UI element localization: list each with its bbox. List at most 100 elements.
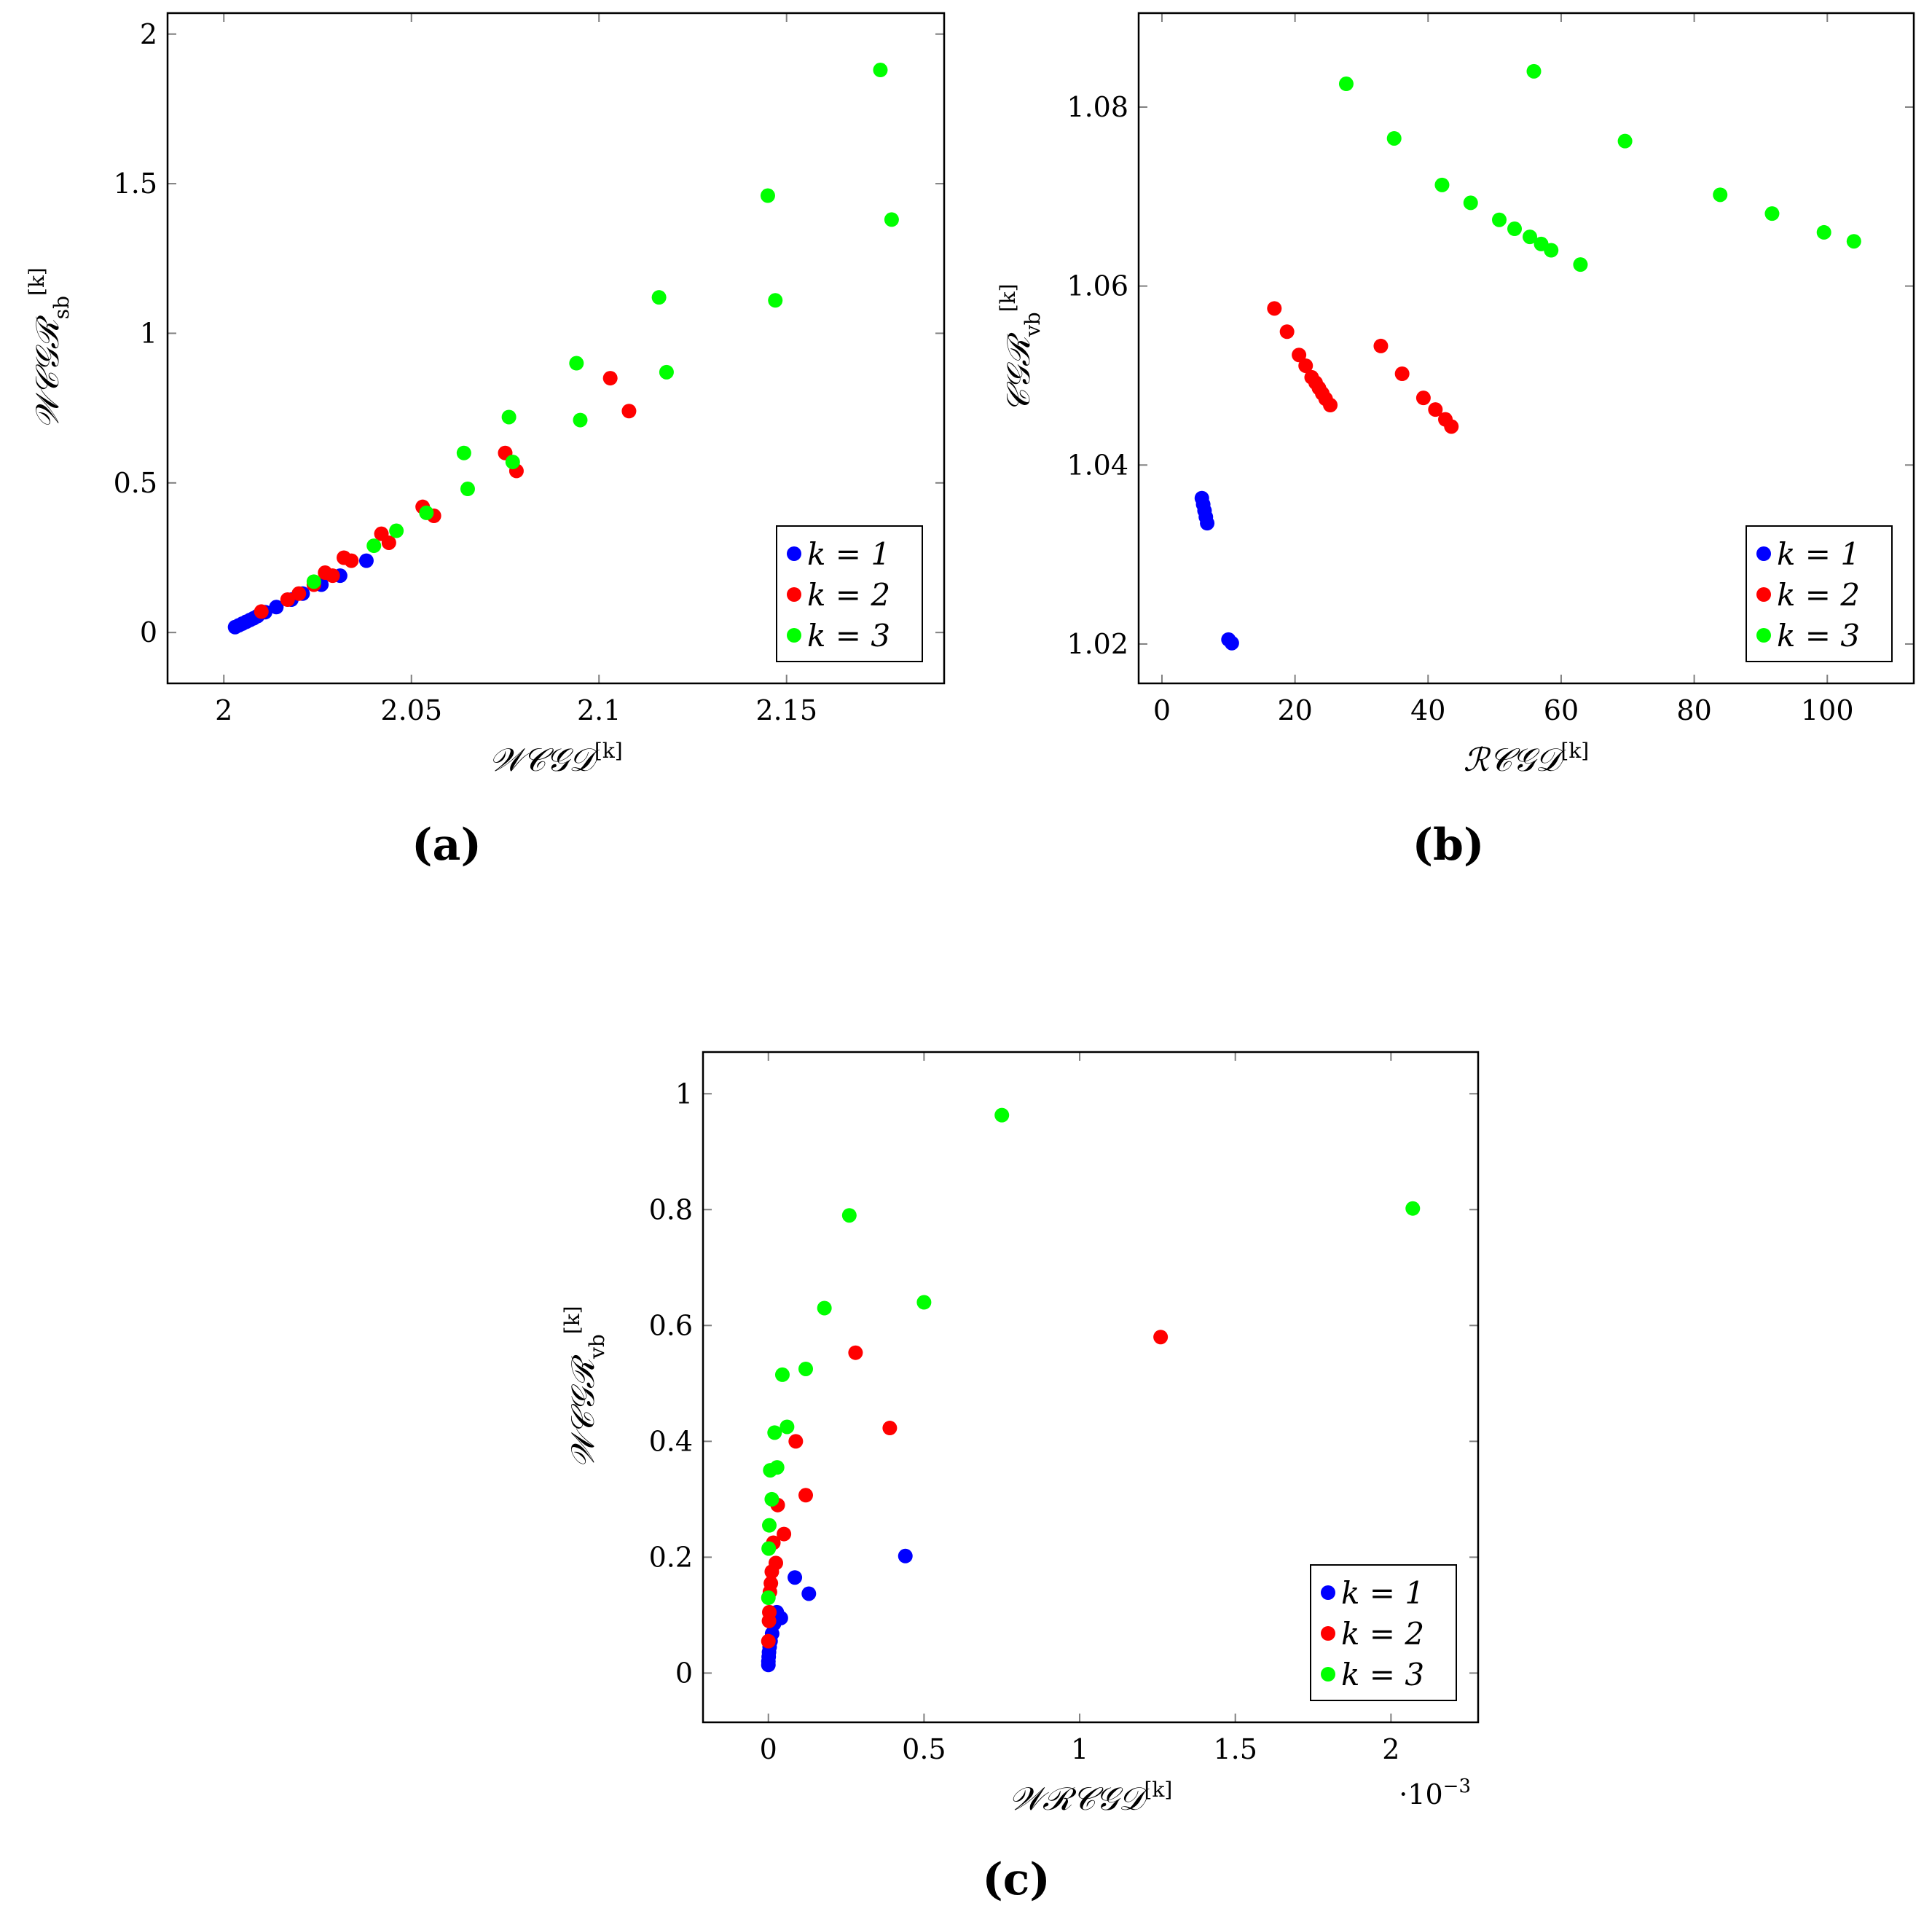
data-point-k3 xyxy=(1386,130,1402,146)
data-point-k3 xyxy=(767,1425,782,1440)
x-axis-label: ℛ𝒞𝒢𝒟[k] xyxy=(1464,739,1589,779)
y-tick-label: 0.4 xyxy=(649,1425,693,1457)
y-tick-label: 2 xyxy=(140,18,157,50)
data-point-k3 xyxy=(1523,229,1538,245)
legend-label-k2: k = 2 xyxy=(1341,1616,1424,1652)
data-point-k3 xyxy=(841,1208,857,1223)
data-point-k3 xyxy=(1544,243,1559,258)
legend: k = 1 k = 2 k = 3 xyxy=(776,525,923,662)
data-point-k3 xyxy=(1713,187,1728,203)
data-point-k2 xyxy=(1394,366,1410,382)
data-point-k3 xyxy=(994,1107,1010,1123)
y-tick-label: 1.06 xyxy=(1067,270,1128,302)
data-point-k1 xyxy=(788,1570,803,1585)
legend: k = 1 k = 2 k = 3 xyxy=(1310,1564,1457,1701)
legend-marker-k1 xyxy=(787,546,801,561)
plot-frame xyxy=(166,12,946,685)
data-point-k3 xyxy=(780,1419,795,1435)
data-point-k2 xyxy=(1373,338,1389,353)
data-point-k3 xyxy=(1846,234,1861,249)
data-point-k3 xyxy=(764,1491,780,1507)
y-tick-label: 0.2 xyxy=(649,1541,693,1573)
y-tick-label: 0.8 xyxy=(649,1193,693,1225)
legend-label-k3: k = 3 xyxy=(807,618,890,654)
data-point-k2 xyxy=(763,1576,779,1591)
data-point-k2 xyxy=(1428,402,1443,417)
legend-label-k3: k = 3 xyxy=(1341,1657,1424,1692)
data-point-k3 xyxy=(1526,63,1542,79)
x-tick-label: 40 xyxy=(1410,694,1445,726)
data-point-k2 xyxy=(762,1604,777,1620)
legend-marker-k2 xyxy=(787,587,801,602)
plot-frame xyxy=(1137,12,1915,685)
data-point-k3 xyxy=(659,364,674,380)
data-point-k3 xyxy=(573,412,588,428)
data-point-k1 xyxy=(898,1548,913,1563)
legend-label-k1: k = 1 xyxy=(1777,536,1860,572)
y-tick-label: 1.04 xyxy=(1067,449,1128,481)
data-point-k3 xyxy=(798,1361,814,1376)
legend: k = 1 k = 2 k = 3 xyxy=(1746,525,1893,662)
y-tick-label: 0 xyxy=(675,1657,693,1689)
legend-label-k2: k = 2 xyxy=(1777,577,1860,613)
data-point-k3 xyxy=(569,356,584,371)
x-tick-label: 0 xyxy=(760,1733,777,1765)
panel-label: (b) xyxy=(1413,820,1485,871)
data-point-k2 xyxy=(381,535,396,550)
data-point-k1 xyxy=(1224,635,1239,651)
y-tick-label: 1 xyxy=(675,1078,693,1110)
data-point-k3 xyxy=(1338,76,1354,92)
data-point-k2 xyxy=(848,1345,863,1360)
data-point-k2 xyxy=(882,1421,898,1436)
y-tick-label: 0.5 xyxy=(114,467,157,499)
y-tick-label: 1.08 xyxy=(1067,91,1128,123)
data-point-k2 xyxy=(280,592,295,607)
data-point-k3 xyxy=(817,1300,832,1316)
data-point-k3 xyxy=(366,538,382,554)
data-point-k3 xyxy=(916,1295,932,1310)
data-point-k2 xyxy=(621,404,637,419)
data-point-k3 xyxy=(505,455,520,470)
data-point-k2 xyxy=(761,1633,776,1649)
chart-c: 0 0.5 1 1.5 2 0 0.2 0.4 0.6 0.8 1 k = 1 k = 2 k = 3 𝒲ℛ… xyxy=(560,1051,1480,1905)
data-point-k3 xyxy=(1764,206,1780,221)
data-point-k3 xyxy=(762,1518,777,1533)
data-point-k3 xyxy=(1816,224,1831,240)
data-point-k3 xyxy=(501,409,517,425)
data-point-k3 xyxy=(1405,1201,1421,1216)
x-tick-label: 80 xyxy=(1676,694,1711,726)
y-tick-label: 0 xyxy=(140,616,157,648)
legend-label-k1: k = 1 xyxy=(1341,1575,1424,1611)
data-point-k3 xyxy=(769,1460,785,1475)
data-point-k2 xyxy=(1323,397,1338,412)
x-tick-label: 0.5 xyxy=(902,1733,946,1765)
data-point-k1 xyxy=(801,1586,817,1601)
data-point-k2 xyxy=(768,1555,783,1571)
legend-marker-k2 xyxy=(1756,587,1771,602)
data-point-k2 xyxy=(1279,324,1295,340)
x-axis-label: 𝒲ℛ𝒞𝒢𝒟[k] xyxy=(1009,1778,1173,1818)
data-point-k2 xyxy=(777,1526,792,1542)
data-point-k3 xyxy=(1573,257,1588,272)
x-tick-label: 2.05 xyxy=(380,694,442,726)
x-tick-label: 1.5 xyxy=(1213,1733,1257,1765)
data-point-k2 xyxy=(788,1434,804,1449)
y-tick-label: 0.6 xyxy=(649,1309,693,1341)
legend-label-k1: k = 1 xyxy=(807,536,890,572)
data-point-k3 xyxy=(768,293,783,308)
legend-marker-k3 xyxy=(787,628,801,643)
data-point-k3 xyxy=(651,290,667,305)
data-point-k3 xyxy=(1617,133,1633,149)
chart-a: 2 2.05 2.1 2.15 0 0.5 1 1.5 2 k = 1 k = 2 k = 3 𝒲𝒞𝒢𝒟… xyxy=(25,12,946,871)
data-point-k3 xyxy=(1434,177,1450,192)
data-point-k3 xyxy=(419,505,434,520)
data-point-k3 xyxy=(456,445,471,460)
data-point-k3 xyxy=(1507,221,1523,237)
x-tick-label: 20 xyxy=(1277,694,1312,726)
legend-label-k3: k = 3 xyxy=(1777,618,1860,654)
data-point-k2 xyxy=(325,568,340,584)
data-point-k1 xyxy=(269,600,284,615)
legend-marker-k2 xyxy=(1321,1626,1335,1641)
